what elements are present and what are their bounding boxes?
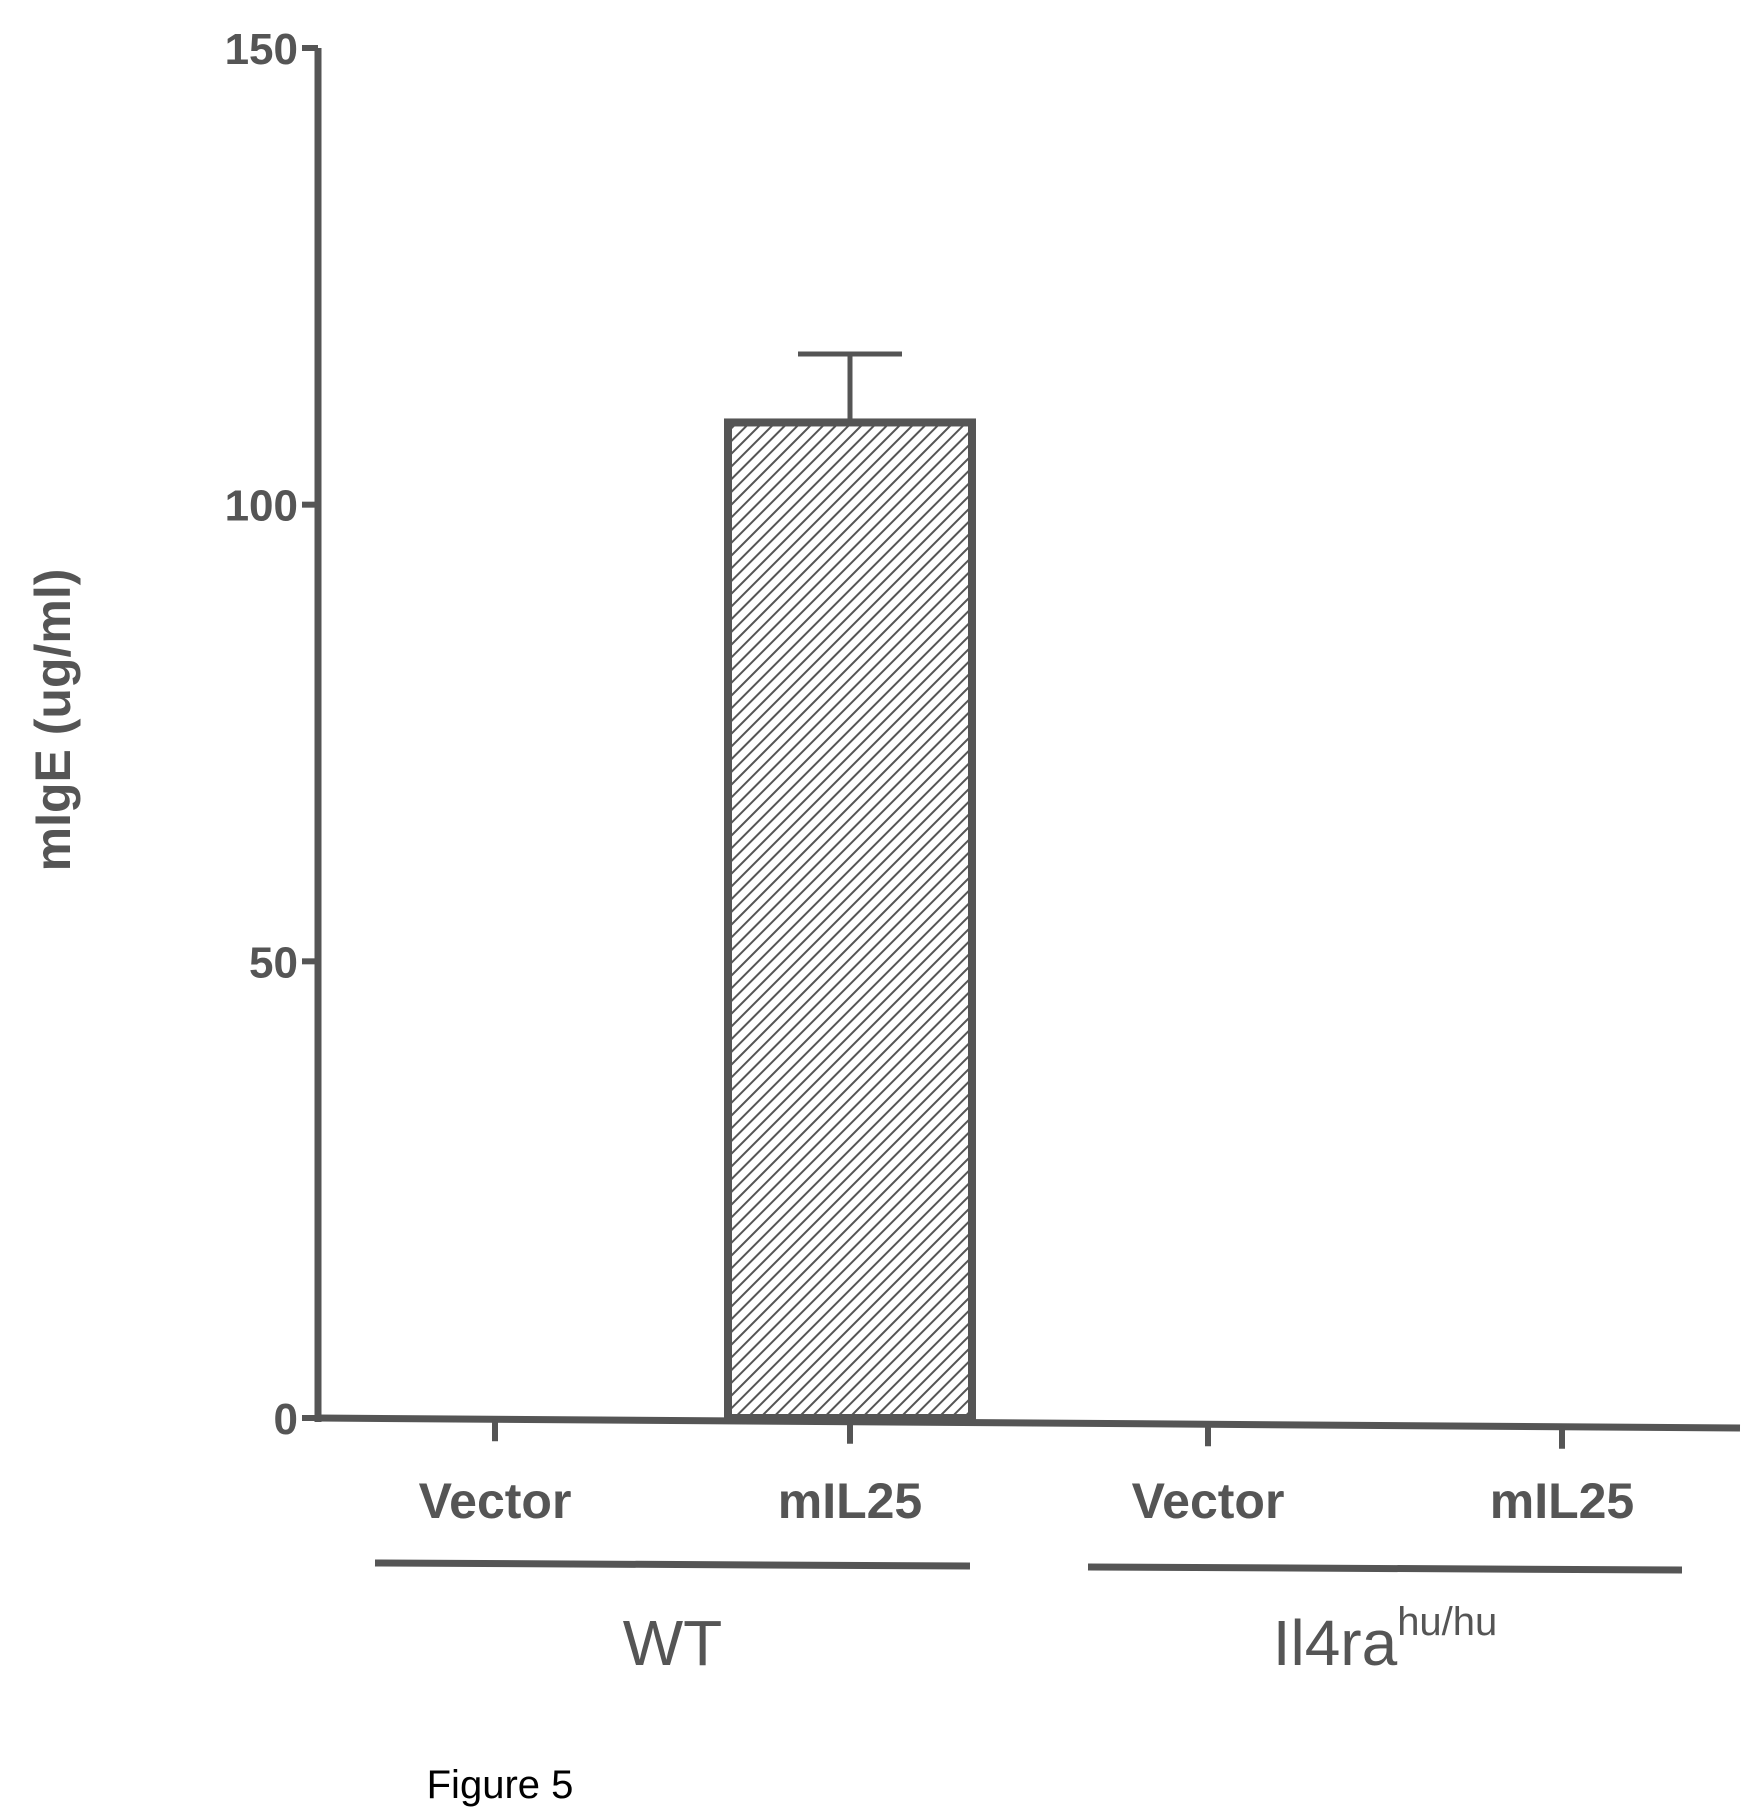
group-underline [1087, 1563, 1683, 1574]
x-axis: Vector mIL25 Vector mIL25 [317, 1414, 1741, 1529]
y-tick-label: 50 [249, 938, 298, 987]
group-label: WT [623, 1607, 723, 1679]
figure-caption: Figure 5 [427, 1763, 574, 1807]
x-tick-label: Vector [419, 1473, 572, 1529]
x-tick-label: mIL25 [1490, 1473, 1635, 1529]
x-axis-line [317, 1414, 1741, 1432]
group-label: Il4rahu/hu [1273, 1600, 1498, 1679]
y-tick-label: 100 [225, 482, 298, 531]
x-tick-label: Vector [1132, 1473, 1285, 1529]
group-labels: WT Il4rahu/hu [374, 1559, 1683, 1679]
y-tick-label: 0 [274, 1395, 298, 1444]
group-underline [374, 1559, 971, 1570]
y-tick-label: 150 [225, 25, 298, 74]
x-tick-label: mIL25 [778, 1473, 923, 1529]
y-axis: 0 50 100 150 [225, 25, 322, 1444]
bar [724, 418, 976, 1422]
y-axis-label: mIgE (ug/ml) [25, 569, 81, 872]
bars [724, 351, 976, 1422]
